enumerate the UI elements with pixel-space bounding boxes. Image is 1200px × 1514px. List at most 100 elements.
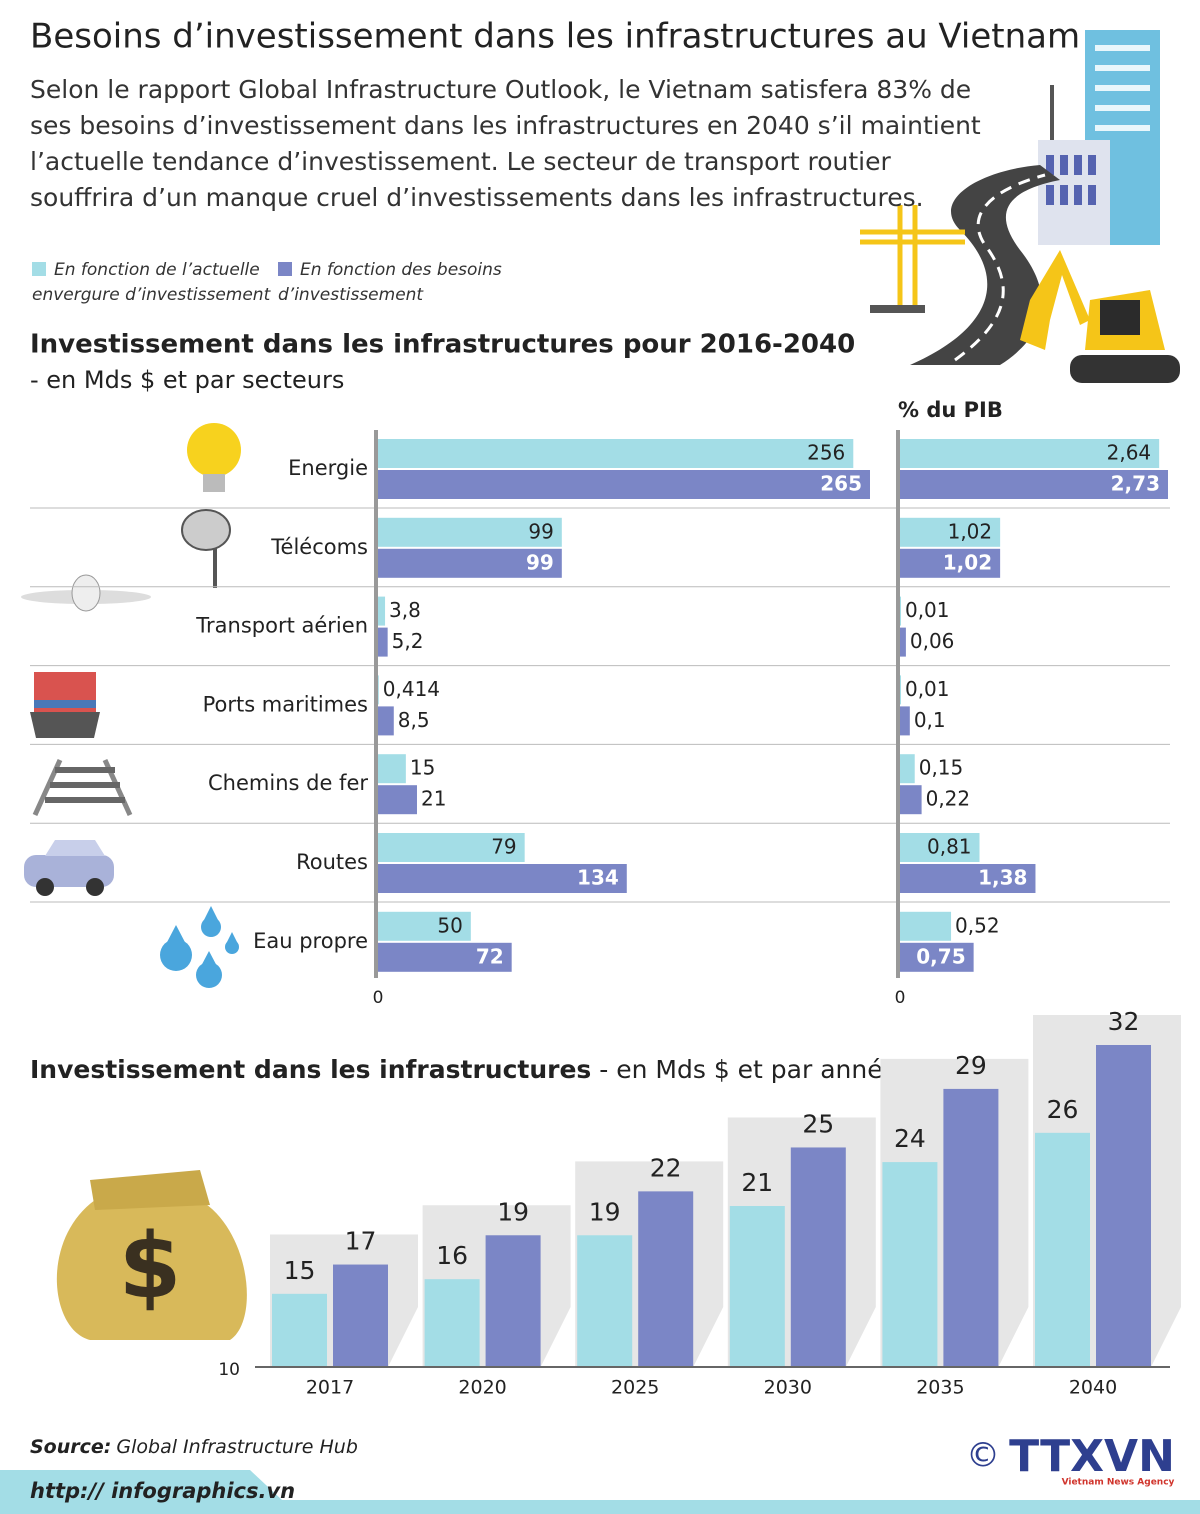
value-label: 29 xyxy=(955,1051,987,1080)
copyright: © xyxy=(966,1436,1000,1476)
illustration xyxy=(860,30,1180,383)
bar xyxy=(900,754,915,784)
bar xyxy=(378,439,854,468)
chart-title-main: Investissement dans les infrastructures xyxy=(30,1055,591,1084)
bar xyxy=(424,1279,480,1367)
value-label: 24 xyxy=(894,1124,926,1153)
title: Besoins d’investissement dans les infras… xyxy=(30,17,1080,57)
source-label: Source: xyxy=(30,1436,111,1458)
value-label: 0,414 xyxy=(383,677,440,701)
x-tick-label: 2017 xyxy=(306,1377,354,1399)
value-label: 5,2 xyxy=(392,629,424,653)
value-label: 0,15 xyxy=(919,756,964,780)
value-label: 0,22 xyxy=(926,787,971,811)
footer-band xyxy=(0,1470,1200,1514)
bar xyxy=(378,833,525,862)
bar xyxy=(900,833,980,862)
category-label: Ports maritimes xyxy=(203,692,368,716)
bar xyxy=(943,1088,999,1367)
bar xyxy=(900,911,952,941)
bar xyxy=(577,1235,633,1367)
category-label: Routes xyxy=(296,850,368,874)
bar xyxy=(378,706,394,736)
value-label: 72 xyxy=(476,944,504,968)
bar xyxy=(1035,1132,1090,1367)
category-label: Chemins de fer xyxy=(208,771,368,795)
chart-title: % du PIB xyxy=(898,398,1003,422)
category-label: Transport aérien xyxy=(195,614,368,638)
legend-item: En fonction des besoins d’investissement xyxy=(278,258,508,308)
category-label: Energie xyxy=(288,456,368,480)
bar xyxy=(485,1235,541,1367)
chart-subtitle: - en Mds $ et par secteurs xyxy=(30,366,344,394)
category-label: Eau propre xyxy=(253,929,368,953)
bar xyxy=(882,1162,938,1367)
logo: TTXVN xyxy=(1009,1431,1175,1482)
value-label: 1,02 xyxy=(948,519,993,543)
value-label: 0,52 xyxy=(955,913,1000,937)
x-tick-label: 0 xyxy=(895,988,906,1008)
x-tick-label: 0 xyxy=(373,988,384,1008)
chart-title: Investissement dans les infrastructures … xyxy=(30,330,855,360)
legend-label: En fonction de l’actuelle envergure d’in… xyxy=(32,260,271,305)
bar xyxy=(790,1147,846,1367)
source: Source: Global Infrastructure Hub xyxy=(30,1436,358,1458)
value-label: 25 xyxy=(802,1109,834,1138)
logo-tagline: Vietnam News Agency xyxy=(1062,1478,1175,1488)
value-label: 15 xyxy=(284,1256,316,1285)
value-label: 99 xyxy=(526,550,554,574)
value-label: 2,64 xyxy=(1107,441,1152,465)
x-tick-label: 2030 xyxy=(764,1377,812,1399)
intro: Selon le rapport Global Infrastructure O… xyxy=(30,75,981,212)
value-label: 22 xyxy=(650,1153,682,1182)
value-label: 0,06 xyxy=(910,629,955,653)
x-tick-label: 2025 xyxy=(611,1377,659,1399)
bar xyxy=(900,942,974,972)
value-label: 19 xyxy=(589,1197,621,1226)
value-label: 99 xyxy=(528,519,553,543)
bar xyxy=(729,1206,785,1367)
bar xyxy=(378,627,388,657)
value-label: 0,81 xyxy=(927,835,972,859)
value-label: 79 xyxy=(491,835,516,859)
bar xyxy=(900,864,1036,893)
chart-title: Investissement dans les infrastructures … xyxy=(30,1055,911,1084)
x-tick-label: 2040 xyxy=(1069,1377,1117,1399)
bar xyxy=(378,754,406,784)
bar xyxy=(638,1191,694,1367)
money-bag: $ xyxy=(56,1170,247,1340)
x-tick-label: 2035 xyxy=(916,1377,964,1399)
bar xyxy=(378,470,870,499)
legend-item: En fonction de l’actuelle envergure d’in… xyxy=(32,258,272,308)
bar xyxy=(378,942,512,972)
value-label: 17 xyxy=(345,1227,377,1256)
value-label: 2,73 xyxy=(1111,472,1160,496)
value-label: 21 xyxy=(421,787,446,811)
value-label: 134 xyxy=(577,866,619,890)
value-label: 15 xyxy=(410,756,435,780)
bar xyxy=(378,911,471,941)
value-label: 0,01 xyxy=(905,598,950,622)
value-label: 1,38 xyxy=(978,866,1027,890)
legend-swatch xyxy=(278,262,292,276)
bar xyxy=(900,470,1168,499)
bar xyxy=(333,1264,388,1367)
legend-label: En fonction des besoins d’investissement xyxy=(278,260,502,305)
bar xyxy=(900,596,901,626)
value-label: 1,02 xyxy=(943,550,992,574)
value-label: 21 xyxy=(741,1168,773,1197)
legend-swatch xyxy=(32,262,46,276)
value-label: 3,8 xyxy=(389,598,421,622)
bar xyxy=(378,864,627,893)
url: http:// infographics.vn xyxy=(30,1479,295,1503)
value-label: 26 xyxy=(1047,1095,1079,1124)
bar xyxy=(378,548,562,578)
x-tick-label: 2020 xyxy=(458,1377,506,1399)
value-label: 265 xyxy=(820,472,862,496)
source-text: Global Infrastructure Hub xyxy=(116,1436,358,1458)
bar xyxy=(900,627,906,657)
bar xyxy=(900,548,1001,578)
sector-icons xyxy=(21,423,241,988)
value-label: 8,5 xyxy=(398,708,430,732)
